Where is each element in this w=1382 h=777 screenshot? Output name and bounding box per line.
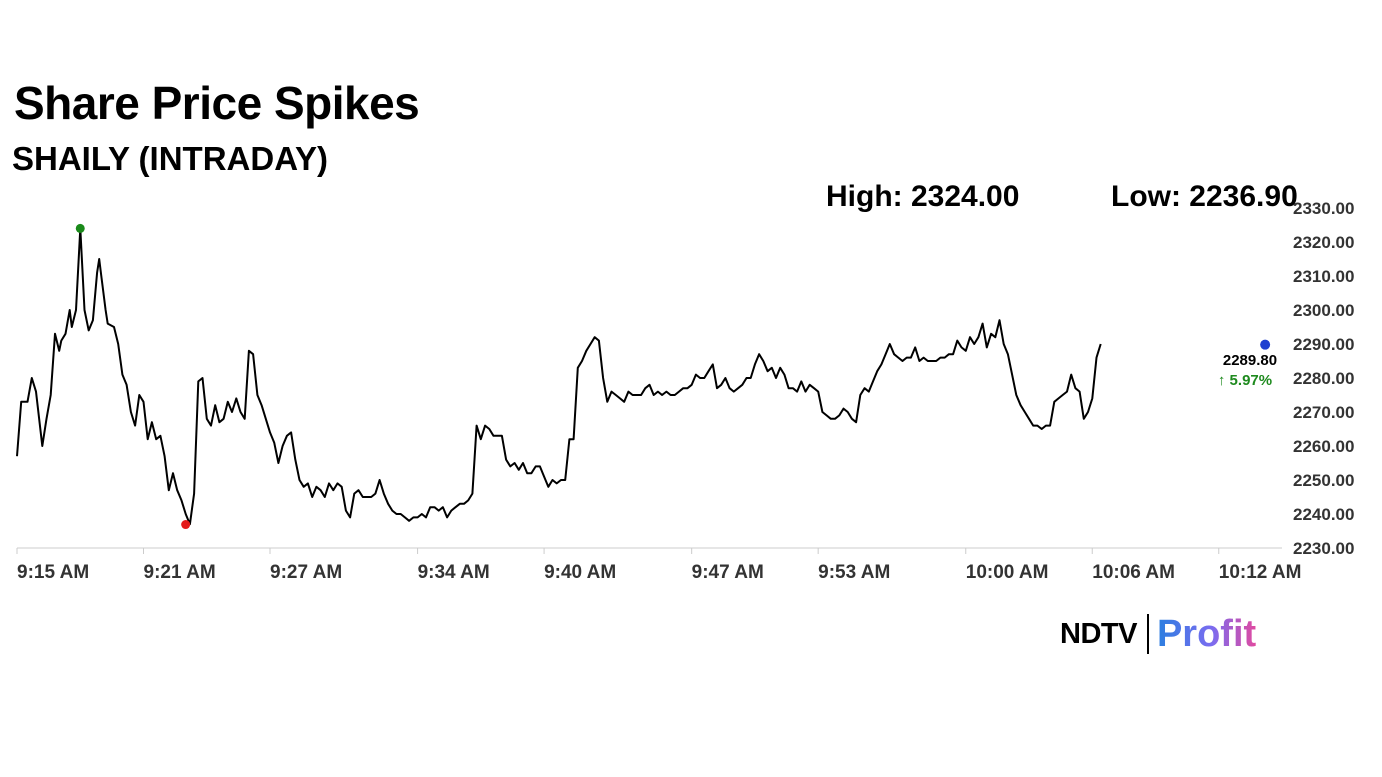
y-tick-label: 2250.00 <box>1293 471 1354 490</box>
y-tick-label: 2270.00 <box>1293 403 1354 422</box>
x-tick-label: 10:00 AM <box>966 562 1049 583</box>
ndtv-profit-logo: NDTV Profit <box>1060 612 1256 656</box>
stock-subtitle: SHAILY (INTRADAY) <box>12 140 328 177</box>
y-tick-label: 2310.00 <box>1293 267 1354 286</box>
logo-divider <box>1146 614 1149 654</box>
x-tick-label: 9:47 AM <box>692 562 764 583</box>
day-low-label: Low: 2236.90 <box>1111 180 1298 213</box>
y-tick-label: 2330.00 <box>1293 199 1354 218</box>
x-tick-label: 9:34 AM <box>418 562 490 583</box>
logo-ndtv-text: NDTV <box>1060 617 1137 650</box>
x-tick-label: 9:27 AM <box>270 562 342 583</box>
intraday-price-chart: 9:15 AM 9:21 AM 9:27 AM 9:34 AM 9:40 AM 9:47 … <box>16 199 1354 583</box>
x-tick-label: 10:12 AM <box>1219 562 1302 583</box>
price-line <box>16 227 1102 526</box>
y-tick-label: 2300.00 <box>1293 301 1354 320</box>
y-tick-label: 2280.00 <box>1293 369 1354 388</box>
x-tick-label: 10:06 AM <box>1092 562 1175 583</box>
y-tick-label: 2290.00 <box>1293 335 1354 354</box>
x-tick-label: 9:40 AM <box>544 562 616 583</box>
x-tick-label: 9:15 AM <box>17 562 89 583</box>
high-point-marker <box>75 223 85 233</box>
logo-profit-text: Profit <box>1156 612 1257 655</box>
last-change-label: ↑ 5.97% <box>1218 372 1272 389</box>
low-point-marker <box>181 520 191 530</box>
last-price-marker <box>1260 339 1271 350</box>
x-tick-label: 9:53 AM <box>818 562 890 583</box>
chart-title: Share Price Spikes <box>14 77 420 129</box>
y-tick-label: 2320.00 <box>1293 233 1354 252</box>
y-tick-label: 2230.00 <box>1293 539 1354 558</box>
x-tick-label: 9:21 AM <box>144 562 216 583</box>
last-price-label: 2289.80 <box>1223 352 1277 369</box>
y-tick-label: 2260.00 <box>1293 437 1354 456</box>
day-high-label: High: 2324.00 <box>826 180 1020 213</box>
y-tick-label: 2240.00 <box>1293 505 1354 524</box>
y-axis-ticks: 2230.00 2240.00 2250.00 2260.00 2270.00 2280.… <box>1293 199 1354 558</box>
x-axis-ticks: 9:15 AM 9:21 AM 9:27 AM 9:34 AM 9:40 AM 9:47 … <box>16 548 1302 583</box>
